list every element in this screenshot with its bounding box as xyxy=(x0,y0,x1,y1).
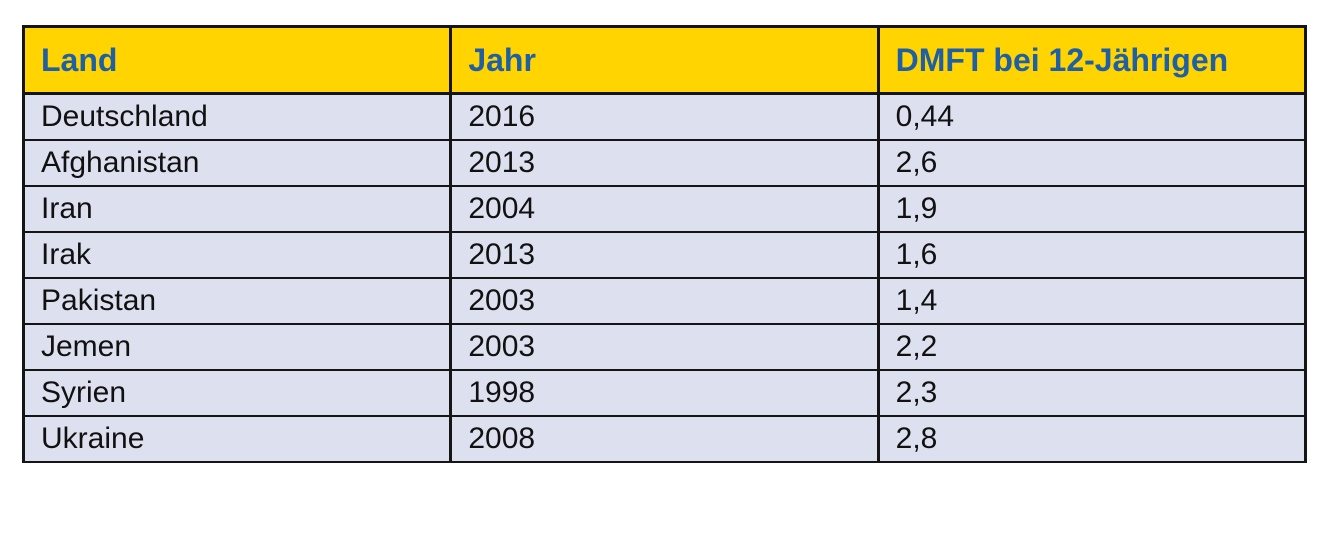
table-cell: Afghanistan xyxy=(21,139,453,187)
table-cell: Pakistan xyxy=(21,277,453,325)
table-cell: 2,2 xyxy=(876,323,1308,371)
table-cell: 2004 xyxy=(449,185,880,233)
table-cell: 2013 xyxy=(449,231,880,279)
table-cell: 2,6 xyxy=(876,139,1308,187)
table-row: Jemen 2003 2,2 xyxy=(21,323,1308,371)
table-cell: 2008 xyxy=(449,415,880,463)
table-cell: Irak xyxy=(21,231,453,279)
table-cell: Syrien xyxy=(21,369,453,417)
table-cell: 1,9 xyxy=(876,185,1308,233)
data-table: Land Jahr DMFT bei 12-Jährigen Deutschla… xyxy=(21,25,1308,463)
table-row: Deutschland 2016 0,44 xyxy=(21,92,1308,141)
table-row: Iran 2004 1,9 xyxy=(21,185,1308,233)
table-row: Ukraine 2008 2,8 xyxy=(21,415,1308,463)
table-cell: 1,6 xyxy=(876,231,1308,279)
table-row: Afghanistan 2013 2,6 xyxy=(21,139,1308,187)
table-cell: Ukraine xyxy=(21,415,453,463)
table-cell: 1998 xyxy=(449,369,880,417)
table-cell: 2003 xyxy=(449,323,880,371)
table-cell: Jemen xyxy=(21,323,453,371)
table-cell: 2016 xyxy=(449,92,880,141)
header-cell: Land xyxy=(21,25,453,95)
table-cell: 2003 xyxy=(449,277,880,325)
table-cell: 2,8 xyxy=(876,415,1308,463)
table-row: Irak 2013 1,6 xyxy=(21,231,1308,279)
table-cell: 2,3 xyxy=(876,369,1308,417)
header-cell: DMFT bei 12-Jährigen xyxy=(876,25,1308,95)
table-cell: Iran xyxy=(21,185,453,233)
table-row: Syrien 1998 2,3 xyxy=(21,369,1308,417)
table-cell: Deutschland xyxy=(21,92,453,141)
table-header: Land Jahr DMFT bei 12-Jährigen xyxy=(21,25,1308,95)
table-row: Pakistan 2003 1,4 xyxy=(21,277,1308,325)
header-cell: Jahr xyxy=(449,25,880,95)
table-cell: 0,44 xyxy=(876,92,1308,141)
header-row: Land Jahr DMFT bei 12-Jährigen xyxy=(21,25,1308,95)
table-cell: 1,4 xyxy=(876,277,1308,325)
table-cell: 2013 xyxy=(449,139,880,187)
table-body: Deutschland 2016 0,44 Afghanistan 2013 2,6 Ira… xyxy=(21,92,1308,463)
